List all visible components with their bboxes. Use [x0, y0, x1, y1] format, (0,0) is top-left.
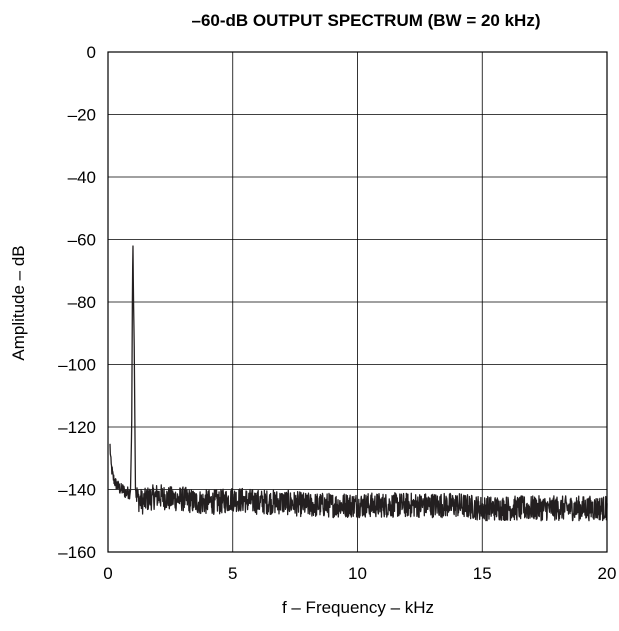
x-tick-label: 20	[598, 564, 617, 583]
x-tick-label: 5	[228, 564, 237, 583]
x-tick-label: 0	[103, 564, 112, 583]
spectrum-trace	[109, 245, 608, 522]
chart-title: –60-dB OUTPUT SPECTRUM (BW = 20 kHz)	[191, 11, 540, 30]
y-tick-label: –40	[68, 168, 96, 187]
x-tick-labels: 0 5 10 15 20	[103, 564, 616, 583]
y-tick-label: –160	[58, 543, 96, 562]
x-tick-label: 15	[473, 564, 492, 583]
y-axis-label: Amplitude – dB	[9, 245, 28, 360]
y-tick-labels: 0 –20 –40 –60 –80 –100 –120 –140 –160	[58, 43, 96, 562]
plot-frame	[107, 51, 608, 553]
y-tick-label: –100	[58, 356, 96, 375]
y-tick-label: –20	[68, 106, 96, 125]
x-tick-label: 10	[348, 564, 367, 583]
grid	[107, 51, 608, 553]
x-axis-label: f – Frequency – kHz	[282, 598, 434, 617]
y-tick-label: –60	[68, 231, 96, 250]
y-tick-label: –120	[58, 418, 96, 437]
y-tick-label: –80	[68, 293, 96, 312]
y-tick-label: 0	[87, 43, 96, 62]
y-tick-label: –140	[58, 481, 96, 500]
